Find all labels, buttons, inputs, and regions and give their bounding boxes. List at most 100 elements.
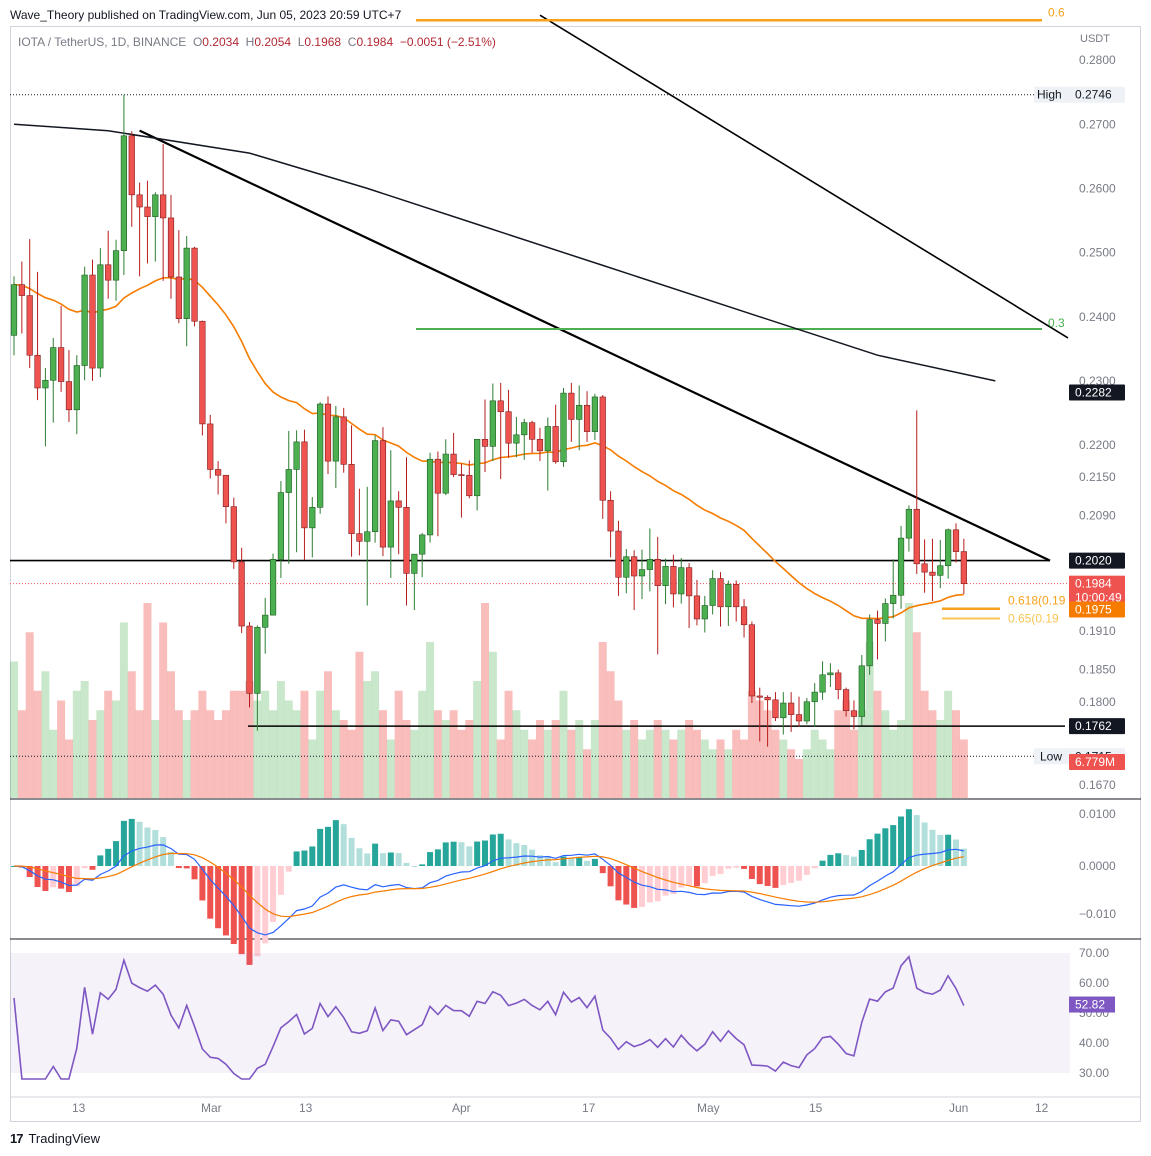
candle-down: [34, 354, 41, 389]
macd-histogram-bar: [505, 839, 512, 866]
macd-histogram-bar: [639, 866, 645, 907]
volume-bar: [17, 710, 26, 798]
macd-histogram-bar: [725, 866, 732, 869]
macd-histogram-bar: [882, 828, 889, 866]
currency-label: USDT: [1080, 33, 1110, 45]
volume-bar: [873, 690, 882, 798]
macd-histogram-bar: [168, 851, 174, 866]
volume-bar: [959, 739, 968, 798]
candle-down: [764, 696, 771, 701]
candle-down: [733, 584, 740, 608]
macd-histogram-bar: [850, 856, 857, 866]
candle-down: [222, 474, 230, 507]
candle-down: [167, 217, 175, 278]
volume-bar: [653, 720, 662, 798]
volume-bar: [849, 729, 858, 798]
candle-up: [905, 508, 912, 539]
ema-orange-line: [13, 276, 964, 620]
volume-bar: [724, 749, 733, 798]
macd-histogram-bar: [395, 853, 402, 866]
candle-down: [199, 320, 206, 425]
candle-down: [528, 422, 536, 440]
candle-up: [411, 553, 418, 574]
candle-up: [513, 434, 520, 444]
volume-bar: [88, 720, 97, 798]
candle-up: [623, 556, 630, 578]
macd-histogram-bar: [26, 866, 33, 878]
macd-tick-label: −0.010: [1079, 907, 1116, 921]
volume-bar: [10, 661, 18, 798]
candle-down: [458, 474, 465, 476]
macd-histogram-bar: [325, 826, 331, 866]
macd-histogram-bar: [97, 855, 104, 866]
candle-up: [725, 584, 732, 608]
macd-histogram-bar: [317, 828, 324, 866]
ma200-value-tag-bg: [1069, 384, 1125, 401]
price-tick-label: 0.1670: [1079, 778, 1116, 792]
candle-up: [937, 565, 944, 576]
candle-down: [952, 529, 960, 552]
macd-histogram-bar: [301, 850, 308, 866]
candle-up: [269, 558, 277, 616]
volume-bar: [826, 749, 835, 798]
candle-down: [685, 567, 693, 597]
macd-histogram-bar: [913, 815, 920, 866]
candle-down: [740, 606, 748, 626]
fib-value-tag: 0.1975: [1075, 602, 1112, 616]
time-tick-label: 12: [1035, 1101, 1049, 1115]
macd-histogram-bar: [819, 860, 826, 866]
volume-bar: [316, 690, 325, 798]
macd-histogram-bar: [552, 862, 559, 866]
candle-down: [136, 194, 143, 208]
candle-down: [324, 403, 332, 462]
macd-histogram-bar: [411, 865, 418, 867]
macd-line: [13, 844, 964, 936]
volume-bar: [669, 739, 678, 798]
last-price-value: 0.1984: [1075, 577, 1112, 591]
candle-up: [890, 594, 897, 604]
candle-down: [788, 702, 795, 715]
brand[interactable]: 17 TradingView: [10, 1131, 100, 1146]
candle-up: [709, 578, 716, 606]
candle-down: [756, 695, 763, 698]
volume-bar: [276, 681, 285, 798]
volume-bar: [72, 690, 81, 798]
macd-histogram-bar: [529, 849, 536, 866]
volume-bar: [371, 671, 380, 798]
brand-name: TradingView: [28, 1131, 101, 1146]
candle-down: [105, 264, 112, 281]
macd-histogram-bar: [434, 849, 441, 866]
candle-down: [615, 530, 622, 578]
candle-down: [835, 672, 842, 690]
symbol-name[interactable]: IOTA / TetherUS, 1D, BINANCE: [18, 35, 187, 49]
candle-down: [717, 578, 724, 608]
rsi-band: [10, 953, 1070, 1073]
volume-bar: [441, 720, 450, 798]
candle-down: [505, 411, 512, 444]
macd-histogram-bar: [58, 866, 65, 889]
macd-histogram-bar: [474, 841, 481, 866]
volume-bar: [347, 729, 356, 798]
volume-bar: [284, 700, 293, 798]
volume-bar: [685, 720, 694, 798]
macd-histogram-bar: [921, 822, 928, 866]
candle-up: [152, 194, 159, 217]
close-value: 0.1984: [356, 35, 394, 49]
candle-down: [215, 469, 222, 476]
volume-bar: [355, 651, 364, 798]
volume-bar: [57, 700, 66, 798]
macd-tick-label: 0.0100: [1079, 807, 1116, 821]
candle-down: [403, 507, 410, 574]
macd-histogram-bar: [662, 866, 669, 896]
candle-down: [356, 533, 363, 542]
volume-histogram: [10, 603, 968, 798]
macd-histogram-bar: [576, 856, 583, 866]
candle-down: [874, 619, 881, 624]
volume-bar: [512, 710, 521, 798]
volume-bar: [583, 749, 592, 798]
high-tag-label: High: [1037, 88, 1062, 102]
volume-bar: [363, 681, 372, 798]
candle-up: [309, 507, 316, 529]
macd-histogram-bar: [191, 866, 198, 880]
